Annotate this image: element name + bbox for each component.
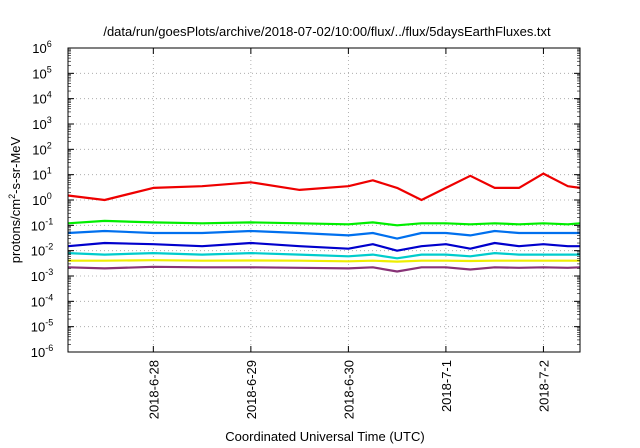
x-tick-label: 2018-6-29 — [244, 360, 259, 419]
y-axis-label: protons/cm2-s-sr-MeV — [7, 136, 23, 263]
series-line — [67, 229, 580, 240]
y-axis-label-superscript: 2 — [7, 194, 17, 199]
y-tick-label: 105 — [32, 64, 51, 81]
y-tick-label-exponent: 4 — [47, 90, 52, 100]
y-tick-label-exponent: 0 — [47, 191, 52, 201]
y-tick-label: 10-3 — [31, 267, 53, 284]
y-tick-label-base: 10 — [31, 218, 45, 233]
x-tick-label: 2018-7-2 — [536, 360, 551, 412]
y-tick-label-base: 10 — [31, 244, 45, 259]
series-layer — [67, 172, 581, 273]
y-tick-label-base: 10 — [32, 66, 46, 81]
y-tick-label-exponent: 2 — [47, 140, 52, 150]
chart-title: /data/run/goesPlots/archive/2018-07-02/1… — [103, 24, 551, 39]
y-tick-label: 102 — [32, 140, 51, 157]
series-line — [68, 259, 580, 263]
y-tick-label: 10-4 — [31, 292, 53, 309]
x-axis-ticks: 2018-6-28 2018-6-29 2018-6-30 2018-7-1 2018-… — [146, 48, 551, 419]
y-tick-label-exponent: -4 — [45, 292, 53, 302]
y-tick-label-base: 10 — [32, 168, 46, 183]
series-line — [67, 241, 580, 252]
x-tick-label: 2018-6-30 — [341, 360, 356, 419]
y-tick-label: 10-2 — [31, 242, 53, 259]
y-tick-label-exponent: -2 — [45, 242, 53, 252]
y-tick-label-base: 10 — [32, 117, 46, 132]
y-tick-label-base: 10 — [32, 193, 46, 208]
y-tick-label-exponent: -5 — [45, 318, 53, 328]
y-tick-label-exponent: 3 — [47, 115, 52, 125]
series-line — [67, 219, 581, 227]
y-tick-label: 106 — [32, 39, 51, 56]
y-tick-label: 103 — [32, 115, 51, 132]
x-tick-label: 2018-6-28 — [146, 360, 161, 419]
y-tick-label: 100 — [32, 191, 51, 208]
y-tick-label: 101 — [32, 166, 51, 183]
y-tick-label-base: 10 — [31, 269, 45, 284]
y-tick-label: 10-5 — [31, 318, 53, 335]
y-tick-label-exponent: 6 — [47, 39, 52, 49]
series-line — [67, 172, 581, 202]
y-tick-label: 10-1 — [31, 216, 53, 233]
y-tick-label-base: 10 — [31, 294, 45, 309]
y-tick-label-base: 10 — [32, 41, 46, 56]
series-line — [67, 265, 581, 273]
x-axis-label: Coordinated Universal Time (UTC) — [225, 429, 424, 444]
x-tick-label: 2018-7-1 — [439, 360, 454, 412]
y-axis-label-suffix: -s-sr-MeV — [8, 136, 23, 193]
y-tick-label-exponent: -6 — [45, 343, 53, 353]
grid-lines — [68, 48, 580, 352]
y-tick-label-base: 10 — [31, 345, 45, 360]
y-axis-label-prefix: protons/cm — [8, 199, 23, 263]
y-tick-label-exponent: -3 — [45, 267, 53, 277]
y-tick-label-base: 10 — [31, 320, 45, 335]
y-tick-label: 104 — [32, 90, 51, 107]
y-axis-ticks: 10610510410310210110010-110-210-310-410-… — [31, 39, 580, 360]
y-tick-label-base: 10 — [32, 142, 46, 157]
y-tick-label-base: 10 — [32, 92, 46, 107]
y-tick-label-exponent: 5 — [47, 64, 52, 74]
series-line — [67, 252, 580, 260]
y-tick-label-exponent: 1 — [47, 166, 52, 176]
y-tick-label: 10-6 — [31, 343, 53, 360]
y-tick-label-exponent: -1 — [45, 216, 53, 226]
